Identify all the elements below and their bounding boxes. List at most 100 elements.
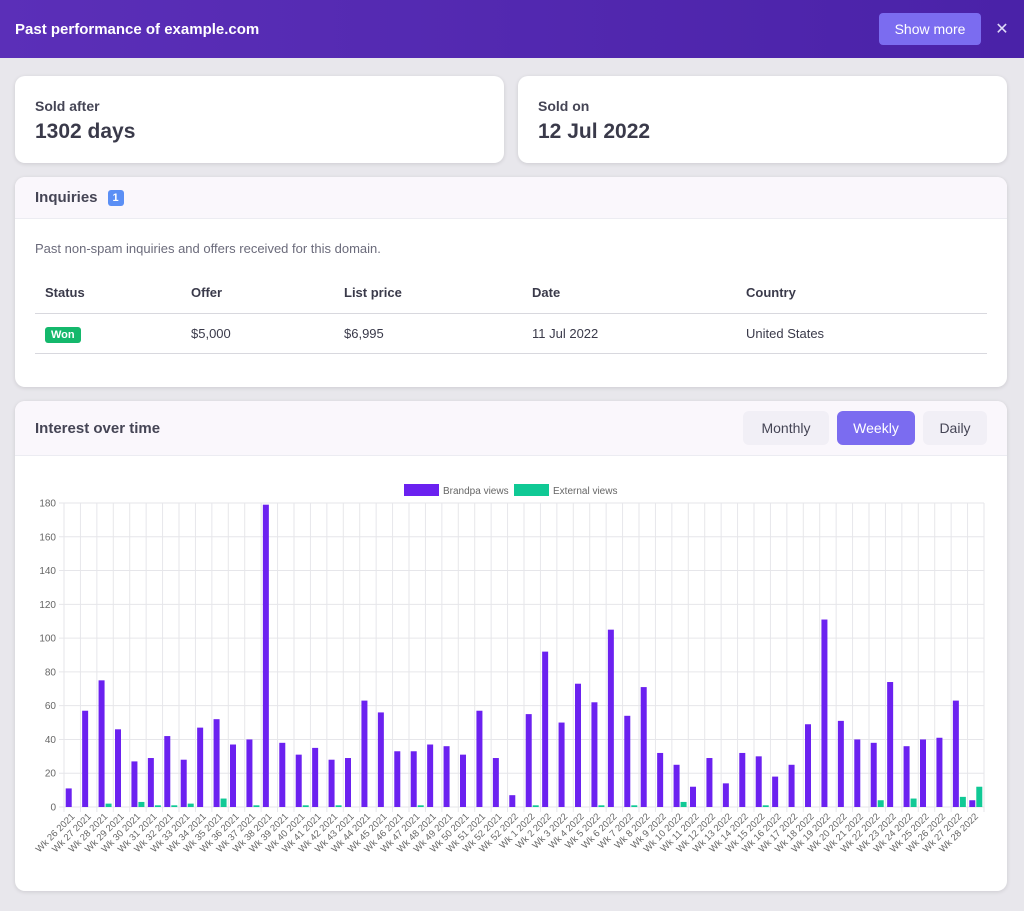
- bar-brandpa: [197, 727, 204, 807]
- bar-brandpa: [591, 702, 598, 807]
- column-header-status: Status: [35, 273, 181, 314]
- sold-after-value: 1302 days: [35, 120, 136, 143]
- show-more-button[interactable]: Show more: [879, 13, 981, 45]
- bar-brandpa: [328, 759, 335, 807]
- bar-external: [154, 805, 161, 807]
- country-cell: United States: [736, 313, 987, 354]
- bar-external: [762, 805, 769, 807]
- bar-brandpa: [410, 751, 417, 807]
- inquiries-title: Inquiries: [35, 189, 98, 206]
- inquiries-count-badge: 1: [107, 189, 124, 206]
- bar-external: [959, 796, 966, 807]
- bar-brandpa: [558, 722, 565, 807]
- bar-external: [877, 800, 884, 807]
- legend-label-brandpa: Brandpa views: [443, 486, 509, 497]
- date-cell: 11 Jul 2022: [522, 313, 736, 354]
- bar-external: [598, 805, 605, 807]
- bar-brandpa: [969, 800, 976, 807]
- bar-brandpa: [657, 752, 664, 807]
- y-tick-label: 100: [39, 634, 56, 645]
- bar-brandpa: [509, 795, 516, 807]
- y-tick-label: 120: [39, 600, 56, 611]
- bar-brandpa: [640, 687, 647, 807]
- bar-brandpa: [213, 719, 220, 807]
- bar-brandpa: [164, 736, 171, 807]
- close-icon[interactable]: ✕: [995, 21, 1009, 38]
- bar-brandpa: [755, 756, 762, 807]
- bar-brandpa: [246, 739, 253, 807]
- tab-daily[interactable]: Daily: [923, 411, 987, 445]
- bar-brandpa: [706, 758, 713, 807]
- bar-brandpa: [230, 744, 236, 807]
- bar-brandpa: [673, 764, 680, 807]
- bar-brandpa: [607, 629, 614, 807]
- bar-brandpa: [805, 724, 811, 807]
- y-tick-label: 20: [45, 769, 57, 780]
- bar-external: [631, 805, 638, 807]
- header-bar: Past performance of example.com Show mor…: [0, 0, 1024, 58]
- y-tick-label: 80: [45, 667, 57, 678]
- bar-external: [417, 805, 424, 807]
- bar-external: [335, 805, 342, 807]
- list-price-cell: $6,995: [334, 313, 522, 354]
- bar-brandpa: [131, 761, 138, 807]
- bar-brandpa: [98, 680, 105, 807]
- inquiries-header: Inquiries 1: [15, 177, 1007, 219]
- legend-swatch-brandpa: [404, 484, 439, 496]
- bar-brandpa: [312, 747, 319, 807]
- bar-brandpa: [936, 737, 943, 807]
- interest-title: Interest over time: [35, 419, 161, 437]
- status-cell: Won: [35, 313, 181, 354]
- inquiries-card: Inquiries 1 Past non-spam inquiries and …: [15, 177, 1007, 387]
- bar-brandpa: [361, 700, 368, 807]
- legend-swatch-external: [514, 484, 549, 496]
- inquiries-table: Status Offer List price Date Country Won…: [35, 273, 987, 354]
- bar-brandpa: [262, 504, 269, 807]
- y-tick-label: 180: [39, 499, 56, 510]
- tab-monthly[interactable]: Monthly: [743, 411, 829, 445]
- bar-brandpa: [82, 710, 89, 807]
- bar-brandpa: [722, 783, 729, 807]
- bar-brandpa: [903, 746, 910, 807]
- bar-external: [171, 805, 178, 807]
- bar-brandpa: [180, 759, 187, 807]
- bar-brandpa: [854, 739, 861, 807]
- bar-external: [680, 801, 687, 807]
- bar-brandpa: [542, 651, 549, 807]
- bar-external: [532, 805, 539, 807]
- column-header-date: Date: [522, 273, 736, 314]
- y-tick-label: 140: [39, 566, 56, 577]
- bar-brandpa: [295, 754, 302, 807]
- table-row: Won $5,000 $6,995 11 Jul 2022 United Sta…: [35, 313, 987, 354]
- y-tick-label: 40: [45, 735, 57, 746]
- y-tick-label: 160: [39, 532, 56, 543]
- bar-brandpa: [690, 786, 696, 807]
- bar-external: [910, 798, 917, 807]
- bar-brandpa: [460, 754, 466, 807]
- bar-brandpa: [65, 788, 72, 807]
- tab-weekly[interactable]: Weekly: [837, 411, 915, 445]
- bar-external: [138, 801, 145, 807]
- bar-brandpa: [739, 752, 746, 807]
- sold-on-value: 12 Jul 2022: [538, 120, 651, 143]
- bar-brandpa: [279, 742, 286, 807]
- bar-brandpa: [525, 714, 532, 807]
- sold-after-card: Sold after 1302 days: [15, 76, 504, 163]
- bar-brandpa: [575, 683, 581, 807]
- bar-brandpa: [788, 764, 795, 807]
- bar-external: [976, 786, 983, 807]
- bar-external: [220, 798, 227, 807]
- bar-brandpa: [887, 682, 894, 807]
- bar-brandpa: [345, 758, 351, 807]
- interest-card: Interest over time Monthly Weekly Daily …: [15, 401, 1007, 891]
- bar-external: [253, 805, 260, 807]
- sold-on-label: Sold on: [538, 98, 590, 114]
- bar-brandpa: [115, 729, 121, 807]
- offer-cell: $5,000: [181, 313, 334, 354]
- bar-brandpa: [147, 758, 154, 807]
- sold-on-card: Sold on 12 Jul 2022: [518, 76, 1007, 163]
- column-header-country: Country: [736, 273, 987, 314]
- column-header-list-price: List price: [334, 273, 522, 314]
- bar-brandpa: [377, 712, 384, 807]
